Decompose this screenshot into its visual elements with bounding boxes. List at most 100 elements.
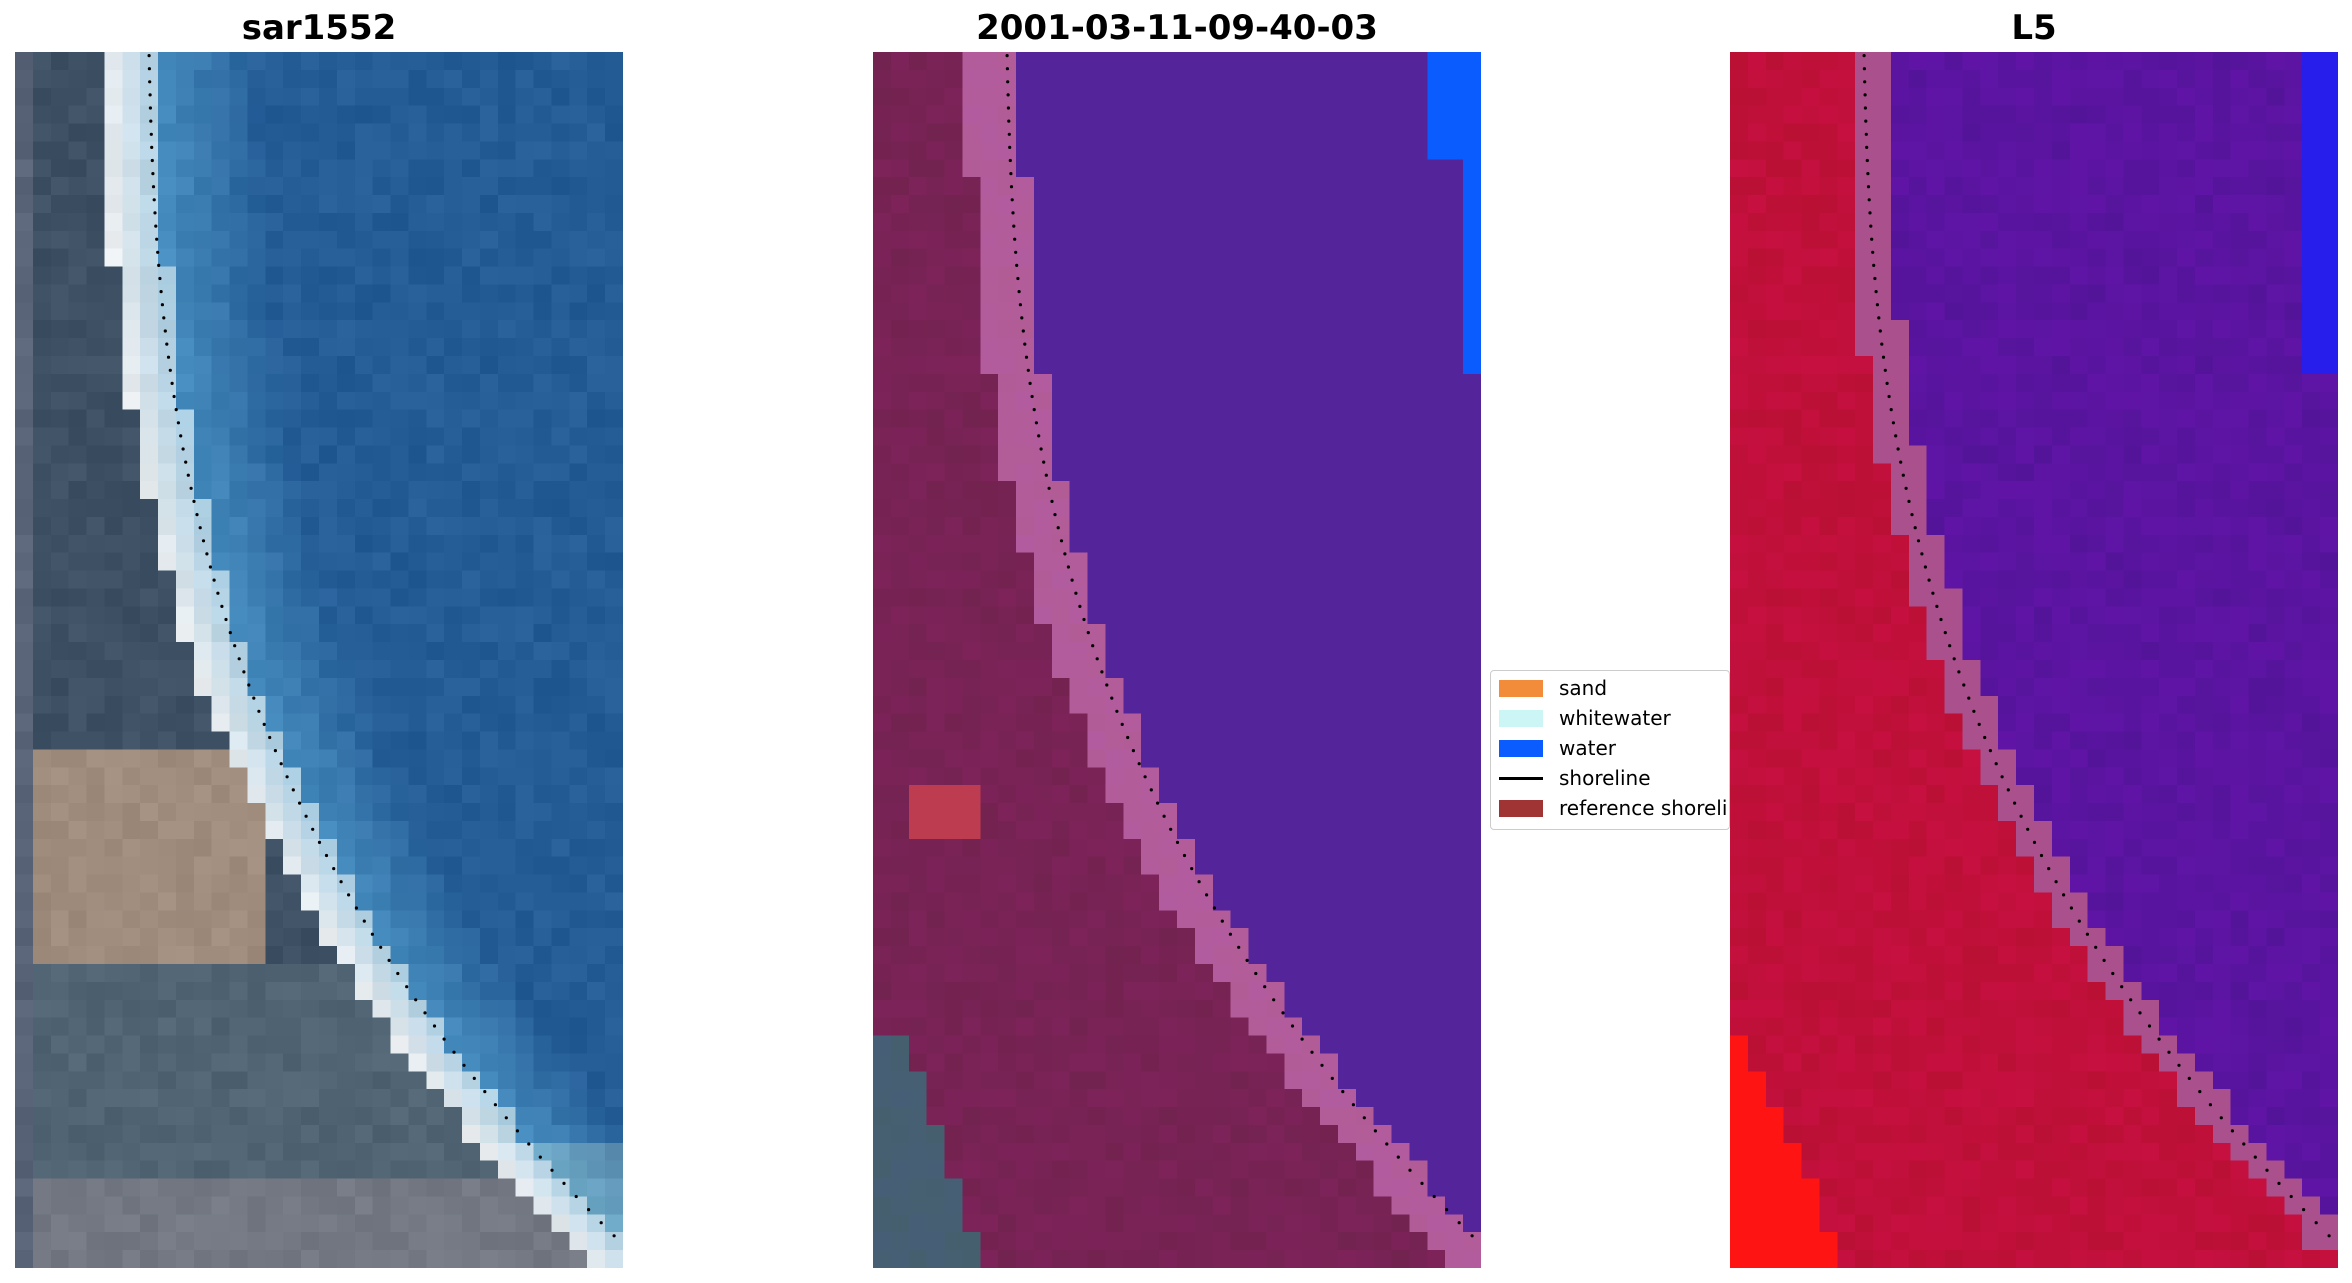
shoreline-dot — [273, 749, 277, 753]
shoreline-dot — [285, 775, 289, 779]
shoreline-dot — [1026, 368, 1030, 372]
shoreline-dot — [1037, 434, 1041, 438]
shoreline-dot — [1009, 172, 1013, 176]
shoreline-dot — [1056, 526, 1060, 530]
shoreline-dot — [1237, 945, 1241, 949]
shoreline-dot — [1110, 696, 1114, 700]
shoreline-dot — [1212, 906, 1216, 910]
shoreline-dot — [354, 906, 358, 910]
classified-image — [873, 52, 1481, 1268]
shoreline-dot — [1190, 867, 1194, 871]
legend: sand whitewater water shoreline referenc… — [1490, 670, 1730, 830]
shoreline-dot — [1863, 106, 1867, 110]
shoreline-dot — [1008, 145, 1012, 149]
shoreline-dot — [184, 460, 188, 464]
shoreline-dot — [2157, 1037, 2161, 1041]
shoreline-dot — [1866, 172, 1870, 176]
shoreline-dot — [1362, 1116, 1366, 1120]
shoreline-dot — [1039, 447, 1043, 451]
shoreline-dot — [1020, 316, 1024, 320]
shoreline-dot — [574, 1194, 578, 1199]
shoreline-dot — [2219, 1116, 2223, 1120]
shoreline-dot — [2026, 827, 2030, 831]
legend-item-water: water — [1499, 735, 1616, 761]
shoreline-dot — [1063, 552, 1067, 556]
shoreline-dot — [1432, 1194, 1436, 1199]
shoreline-dot — [1977, 722, 1981, 727]
shoreline-dot — [2242, 1142, 2246, 1146]
water-swatch — [1499, 739, 1543, 757]
shoreline-dot — [317, 840, 322, 845]
shoreline-dot — [155, 237, 159, 241]
shoreline-dot — [165, 342, 169, 346]
shoreline-dot — [157, 263, 161, 267]
shoreline-dot — [1272, 998, 1276, 1002]
shoreline-dot — [1028, 381, 1032, 385]
shoreline-dot — [1873, 276, 1877, 281]
shoreline-dot — [1182, 853, 1187, 858]
shoreline-dot — [1875, 303, 1879, 307]
shoreline-dot — [2302, 1208, 2306, 1212]
shoreline-dot — [387, 958, 391, 963]
shoreline-dot — [1007, 132, 1011, 136]
shoreline-dot — [1014, 250, 1018, 254]
shoreline-dot — [205, 552, 209, 556]
shoreline-dot — [1920, 552, 1924, 556]
shoreline-dot — [2289, 1194, 2293, 1199]
shoreline-dot — [159, 290, 163, 294]
shoreline-dot — [220, 604, 224, 609]
shoreline-dot — [1904, 486, 1908, 490]
shoreline-dot — [2019, 814, 2023, 818]
shoreline-dot — [1910, 513, 1914, 517]
shoreline-dot — [192, 499, 196, 503]
shoreline-dot — [452, 1050, 456, 1054]
shoreline-dot — [1994, 762, 1998, 766]
shoreline-overlay — [147, 54, 616, 1238]
shoreline-dot — [1007, 119, 1011, 123]
shoreline-dot — [2039, 853, 2044, 858]
shoreline-dot — [1300, 1037, 1304, 1041]
shoreline-dot — [1059, 539, 1064, 543]
shoreline-dot — [1006, 106, 1010, 110]
shoreline-dot — [1018, 303, 1022, 307]
shoreline-dot — [1865, 145, 1869, 149]
shoreline-dot — [237, 657, 241, 661]
shoreline-dot — [1024, 355, 1029, 359]
shoreline-dot — [324, 853, 329, 858]
shoreline-dot — [2187, 1076, 2191, 1080]
shoreline-dot — [1197, 880, 1201, 884]
shoreline-dot — [1948, 644, 1952, 648]
shoreline-dot — [1877, 316, 1881, 320]
shoreline-dot — [176, 421, 180, 425]
shoreline-dot — [1889, 408, 1893, 412]
shoreline-dot — [1470, 1234, 1474, 1238]
shoreline-dot — [1867, 198, 1871, 202]
shoreline-dot — [1220, 919, 1224, 923]
shoreline-dot — [1005, 67, 1009, 71]
shoreline-dot — [1927, 578, 1931, 582]
shoreline-dot — [162, 316, 166, 320]
shoreline-dot — [1862, 67, 1866, 71]
shoreline-dot — [151, 185, 156, 189]
shoreline-dot — [1887, 394, 1891, 399]
legend-item-sand: sand — [1499, 675, 1607, 701]
shoreline-dot — [1385, 1142, 1389, 1146]
shoreline-dot — [1005, 54, 1009, 58]
shoreline-dot — [148, 93, 152, 97]
shoreline-dot — [1952, 657, 1956, 661]
shoreline-dot — [1863, 80, 1867, 84]
shoreline-dot — [186, 473, 190, 477]
shoreline-dot — [1137, 762, 1141, 766]
shoreline-dot — [483, 1090, 487, 1094]
shoreline-dot — [1008, 158, 1012, 163]
shoreline-dot — [1864, 132, 1868, 136]
shoreline-dot — [163, 329, 167, 333]
shoreline-dot — [1149, 788, 1153, 792]
shoreline-dot — [2006, 788, 2010, 792]
shoreline-dot — [2069, 906, 2073, 910]
shoreline-dot — [1907, 499, 1911, 503]
shoreline-dot — [1012, 224, 1016, 228]
shoreline-dot — [1870, 237, 1874, 241]
classified-raster — [873, 52, 1481, 1268]
shoreline-dot — [216, 591, 220, 595]
